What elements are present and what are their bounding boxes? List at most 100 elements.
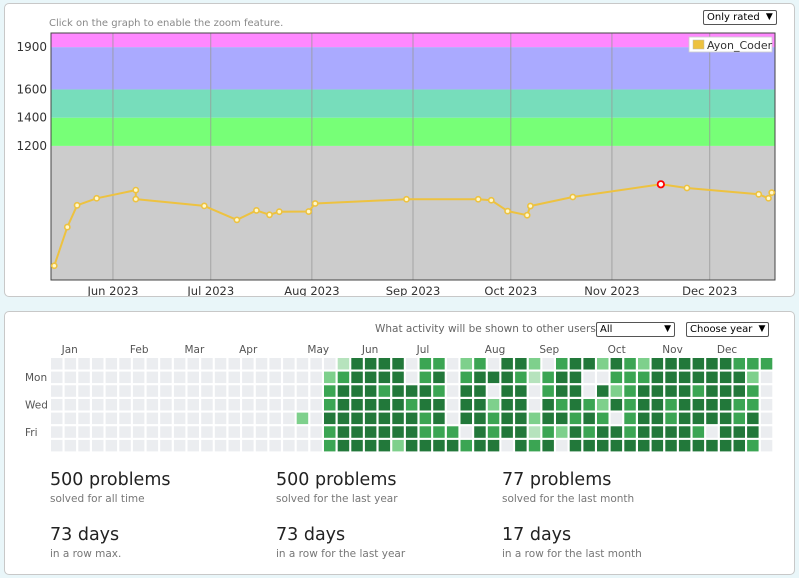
heatmap-cell[interactable] [446, 371, 459, 384]
heatmap-cell[interactable] [487, 412, 500, 425]
heatmap-cell[interactable] [474, 385, 486, 397]
heatmap-cell[interactable] [283, 371, 295, 384]
heatmap-cell[interactable] [665, 358, 677, 370]
heatmap-cell[interactable] [678, 439, 691, 452]
heatmap-cell[interactable] [419, 385, 432, 397]
heatmap-cell[interactable] [706, 426, 718, 438]
heatmap-cell[interactable] [337, 426, 350, 438]
heatmap-cell[interactable] [351, 439, 363, 452]
heatmap-cell[interactable] [624, 371, 636, 384]
heatmap-cell[interactable] [433, 412, 445, 425]
heatmap-cell[interactable] [105, 371, 118, 384]
heatmap-cell[interactable] [105, 385, 118, 397]
heatmap-cell[interactable] [92, 412, 104, 425]
heatmap-cell[interactable] [474, 371, 486, 384]
rating-point[interactable] [132, 195, 140, 203]
heatmap-cell[interactable] [665, 399, 677, 411]
heatmap-cell[interactable] [255, 439, 268, 452]
heatmap-cell[interactable] [460, 426, 473, 438]
heatmap-cell[interactable] [119, 399, 131, 411]
heatmap-cell[interactable] [92, 439, 104, 452]
heatmap-cell[interactable] [378, 439, 391, 452]
heatmap-cell[interactable] [419, 371, 432, 384]
heatmap-cell[interactable] [405, 358, 418, 370]
heatmap-cell[interactable] [283, 412, 295, 425]
heatmap-cell[interactable] [692, 385, 705, 397]
heatmap-cell[interactable] [597, 385, 609, 397]
heatmap-cell[interactable] [638, 358, 650, 370]
heatmap-cell[interactable] [610, 358, 623, 370]
heatmap-cell[interactable] [255, 412, 268, 425]
heatmap-cell[interactable] [160, 399, 172, 411]
heatmap-cell[interactable] [419, 439, 432, 452]
heatmap-cell[interactable] [556, 371, 568, 384]
rating-point[interactable] [305, 208, 313, 215]
heatmap-cell[interactable] [665, 412, 677, 425]
heatmap-cell[interactable] [228, 371, 241, 384]
heatmap-cell[interactable] [173, 371, 186, 384]
heatmap-cell[interactable] [132, 412, 145, 425]
rating-point[interactable] [527, 202, 534, 210]
rating-point[interactable] [73, 201, 81, 209]
heatmap-cell[interactable] [569, 358, 582, 370]
heatmap-cell[interactable] [474, 412, 486, 425]
heatmap-cell[interactable] [760, 358, 773, 370]
heatmap-cell[interactable] [310, 358, 322, 370]
heatmap-cell[interactable] [460, 399, 473, 411]
heatmap-cell[interactable] [310, 385, 322, 397]
heatmap-cell[interactable] [597, 412, 609, 425]
heatmap-cell[interactable] [569, 426, 582, 438]
heatmap-cell[interactable] [64, 426, 77, 438]
rating-point[interactable] [504, 207, 511, 215]
heatmap-cell[interactable] [719, 399, 732, 411]
heatmap-cell[interactable] [173, 385, 186, 397]
heatmap-cell[interactable] [419, 358, 432, 370]
heatmap-cell[interactable] [651, 371, 664, 384]
heatmap-cell[interactable] [351, 399, 363, 411]
heatmap-cell[interactable] [487, 439, 500, 452]
heatmap-cell[interactable] [242, 439, 254, 452]
heatmap-cell[interactable] [665, 385, 677, 397]
heatmap-cell[interactable] [214, 358, 227, 370]
heatmap-cell[interactable] [324, 399, 336, 411]
heatmap-cell[interactable] [624, 385, 636, 397]
heatmap-cell[interactable] [583, 371, 595, 384]
heatmap-cell[interactable] [747, 399, 759, 411]
heatmap-cell[interactable] [296, 385, 309, 397]
heatmap-cell[interactable] [542, 439, 554, 452]
heatmap-cell[interactable] [433, 358, 445, 370]
rating-point-selected[interactable] [656, 180, 665, 189]
heatmap-cell[interactable] [337, 358, 350, 370]
heatmap-cell[interactable] [747, 439, 759, 452]
rating-point[interactable] [63, 223, 71, 231]
rating-point[interactable] [93, 194, 101, 202]
heatmap-cell[interactable] [692, 358, 705, 370]
heatmap-cell[interactable] [242, 399, 254, 411]
heatmap-cell[interactable] [446, 412, 459, 425]
rating-point[interactable] [474, 195, 482, 203]
heatmap-cell[interactable] [542, 385, 554, 397]
heatmap-cell[interactable] [460, 439, 473, 452]
heatmap-cell[interactable] [719, 358, 732, 370]
rating-point[interactable] [200, 202, 208, 210]
heatmap-cell[interactable] [324, 358, 336, 370]
heatmap-cell[interactable] [706, 371, 718, 384]
heatmap-cell[interactable] [119, 426, 131, 438]
heatmap-cell[interactable] [597, 426, 609, 438]
heatmap-cell[interactable] [501, 412, 513, 425]
heatmap-cell[interactable] [255, 385, 268, 397]
heatmap-cell[interactable] [460, 371, 473, 384]
heatmap-cell[interactable] [501, 439, 513, 452]
heatmap-cell[interactable] [378, 371, 391, 384]
heatmap-cell[interactable] [255, 426, 268, 438]
heatmap-cell[interactable] [283, 399, 295, 411]
heatmap-cell[interactable] [228, 439, 241, 452]
heatmap-cell[interactable] [119, 385, 131, 397]
heatmap-cell[interactable] [446, 399, 459, 411]
rating-point[interactable] [266, 211, 273, 219]
heatmap-cell[interactable] [78, 426, 90, 438]
heatmap-cell[interactable] [501, 371, 513, 384]
heatmap-cell[interactable] [92, 385, 104, 397]
heatmap-cell[interactable] [160, 371, 172, 384]
heatmap-cell[interactable] [665, 371, 677, 384]
